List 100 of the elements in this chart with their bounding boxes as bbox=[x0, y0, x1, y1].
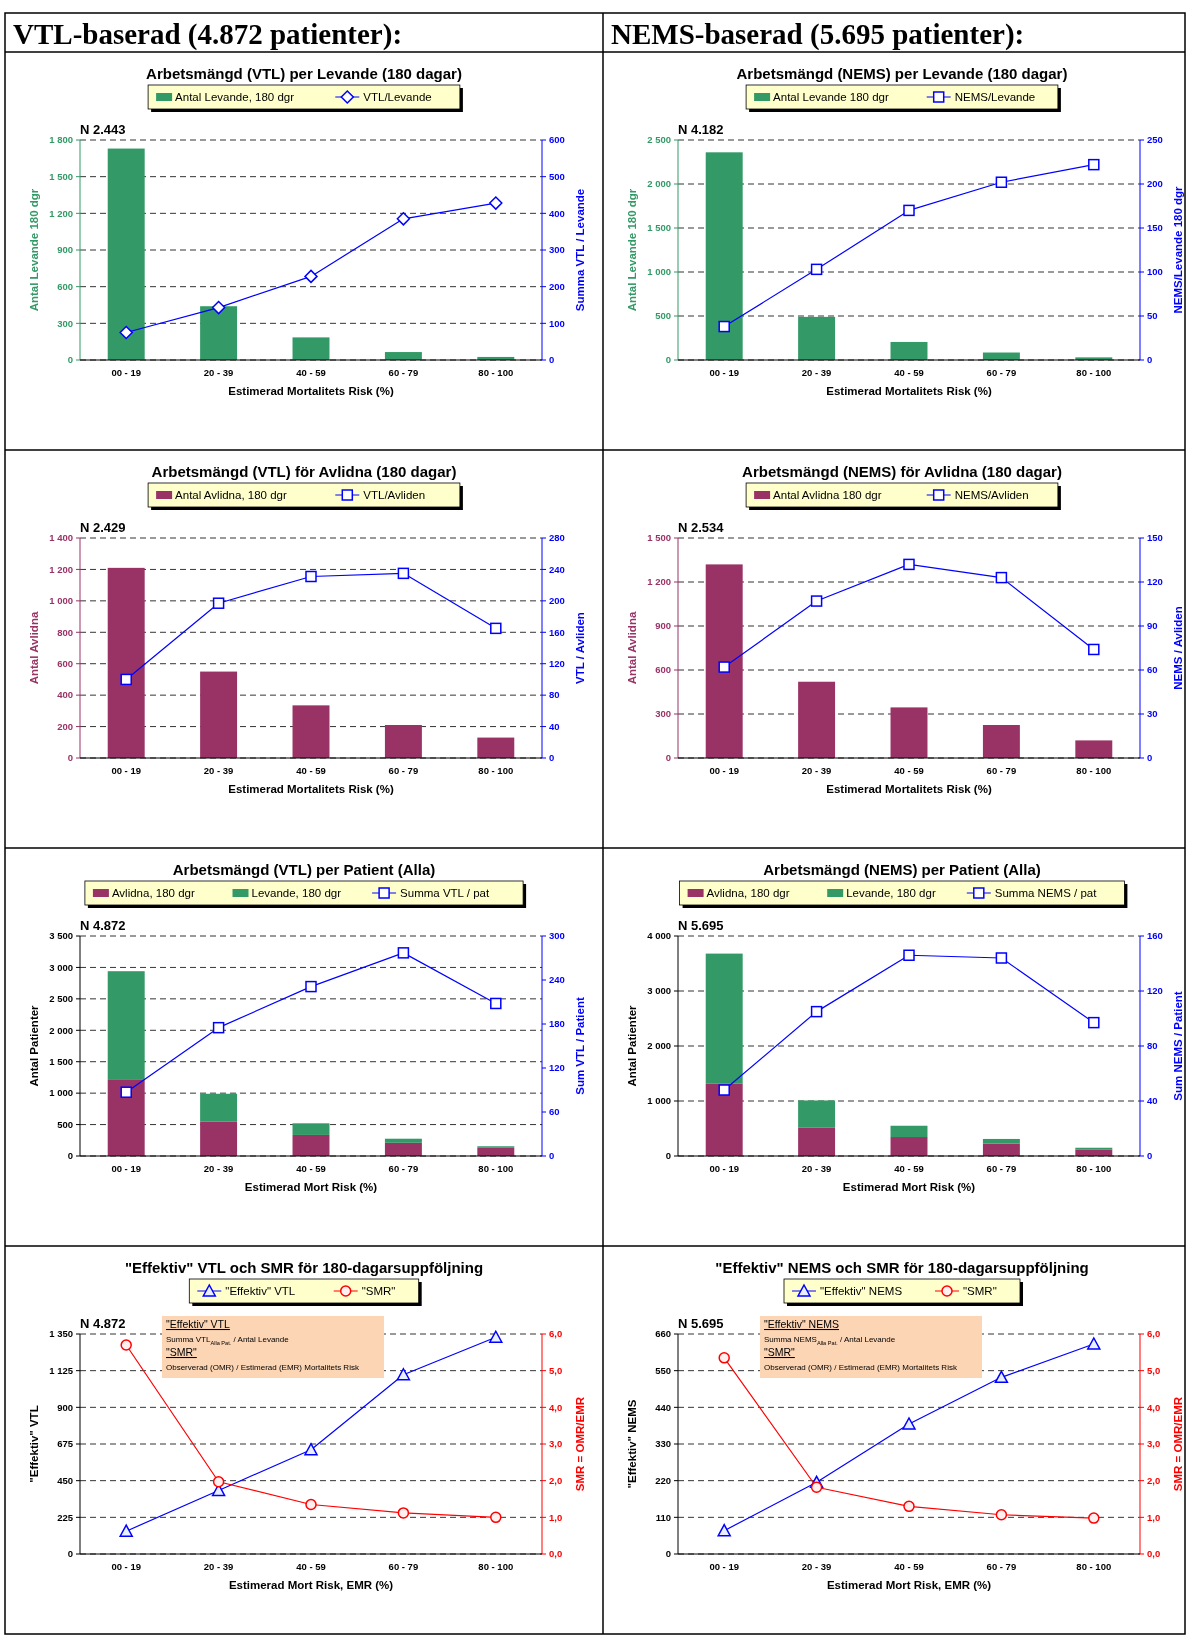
x-tick-label: 60 - 79 bbox=[986, 1163, 1017, 1174]
annotation: Summa NEMS$_{Alla Pat.}$ / Antal Levande bbox=[764, 1335, 896, 1346]
x-tick-label: 40 - 59 bbox=[296, 1561, 326, 1572]
y2-tick-label: 200 bbox=[549, 595, 565, 607]
text: N 5.695 bbox=[678, 918, 724, 933]
y-tick-label: 225 bbox=[57, 1511, 74, 1523]
legend-label: Summa NEMS / pat bbox=[994, 887, 1098, 900]
y-tick-label: 0 bbox=[67, 752, 73, 764]
y-tick-label: 440 bbox=[655, 1401, 671, 1413]
legend-label: Antal Avlidna 180 dgr bbox=[773, 489, 882, 502]
y2-tick-label: 0 bbox=[549, 1150, 555, 1162]
x-tick-label: 20 - 39 bbox=[801, 1163, 832, 1174]
y-tick-label: 220 bbox=[655, 1474, 671, 1486]
x-axis-title: Estimerad Mortalitets Risk (%) bbox=[826, 385, 992, 397]
legend-label: "SMR" bbox=[963, 1285, 997, 1298]
annotation: Summa VTL$_{Alla Pat.}$ / Antal Levande bbox=[166, 1335, 290, 1346]
x-tick-label: 20 - 39 bbox=[801, 765, 832, 776]
y-tick-label: 1 200 bbox=[49, 207, 73, 219]
y-tick-label: 0 bbox=[665, 1150, 671, 1162]
chart-title: Arbetsmängd (NEMS) per Patient (Alla) bbox=[763, 861, 1041, 878]
x-tick-label: 40 - 59 bbox=[894, 367, 924, 378]
x-axis-title: Estimerad Mortalitets Risk (%) bbox=[228, 783, 394, 795]
x-tick-label: 40 - 59 bbox=[296, 367, 326, 378]
y-tick-label: 0 bbox=[67, 1548, 73, 1560]
y2-axis-title: VTL / Avliden bbox=[574, 612, 586, 684]
y-tick-label: 1 125 bbox=[49, 1364, 74, 1376]
y-tick-label: 500 bbox=[655, 310, 671, 322]
y-tick-label: 1 000 bbox=[49, 595, 73, 607]
x-tick-label: 40 - 59 bbox=[296, 1163, 326, 1174]
y-tick-label: 2 500 bbox=[647, 134, 671, 146]
x-tick-label: 20 - 39 bbox=[203, 1163, 234, 1174]
y-tick-label: 1 200 bbox=[647, 576, 671, 588]
legend-label: "SMR" bbox=[361, 1285, 396, 1298]
text: N 4.872 bbox=[80, 918, 126, 933]
y-tick-label: 900 bbox=[57, 244, 73, 256]
y2-tick-label: 60 bbox=[549, 1106, 560, 1118]
text: N 2.534 bbox=[678, 520, 725, 535]
y-tick-label: 4 000 bbox=[647, 930, 671, 942]
y-tick-label: 110 bbox=[655, 1511, 671, 1523]
legend-label: Antal Levande 180 dgr bbox=[773, 91, 889, 104]
legend-label: VTL/Avliden bbox=[363, 489, 426, 502]
x-tick-label: 60 - 79 bbox=[986, 765, 1017, 776]
y2-tick-label: 600 bbox=[549, 134, 565, 146]
y2-axis-title: NEMS / Avliden bbox=[1172, 606, 1184, 690]
chart-title: "Effektiv" NEMS och SMR för 180-dagarsuppföljning bbox=[715, 1259, 1089, 1276]
x-tick-label: 40 - 59 bbox=[894, 1561, 924, 1572]
y-tick-label: 400 bbox=[57, 689, 73, 701]
x-tick-label: 80 - 100 bbox=[1076, 1163, 1112, 1174]
y2-tick-label: 5,0 bbox=[1147, 1364, 1161, 1376]
y2-tick-label: 90 bbox=[1147, 620, 1158, 632]
legend-label: Avlidna, 180 dgr bbox=[111, 887, 195, 900]
y2-tick-label: 6,0 bbox=[1147, 1328, 1161, 1340]
y-axis-title: Antal Levande 180 dgr bbox=[626, 188, 638, 312]
y-tick-label: 3 000 bbox=[49, 961, 73, 973]
x-tick-label: 60 - 79 bbox=[388, 1561, 419, 1572]
y-tick-label: 1 500 bbox=[49, 1056, 73, 1068]
y2-axis-title: Summa VTL / Levande bbox=[574, 188, 586, 312]
text: N 2.429 bbox=[80, 520, 126, 535]
x-tick-label: 80 - 100 bbox=[1076, 367, 1112, 378]
x-tick-label: 20 - 39 bbox=[203, 765, 234, 776]
y2-tick-label: 300 bbox=[549, 244, 565, 256]
x-tick-label: 00 - 19 bbox=[709, 1561, 739, 1572]
y-tick-label: 0 bbox=[67, 354, 73, 366]
x-tick-label: 60 - 79 bbox=[388, 765, 419, 776]
text: N 4.872 bbox=[80, 1316, 126, 1331]
legend-label: Antal Levande, 180 dgr bbox=[175, 91, 295, 104]
text: N 4.182 bbox=[678, 122, 724, 137]
y-tick-label: 1 400 bbox=[49, 532, 73, 544]
x-axis-title: Estimerad Mort Risk, EMR (%) bbox=[228, 1579, 394, 1591]
legend-label: VTL/Levande bbox=[363, 91, 432, 104]
y2-tick-label: 40 bbox=[549, 720, 560, 732]
y-axis-title: Antal Patienter bbox=[28, 1004, 40, 1087]
y2-tick-label: 160 bbox=[1147, 930, 1163, 942]
x-tick-label: 40 - 59 bbox=[296, 765, 326, 776]
y2-tick-label: 120 bbox=[1147, 985, 1163, 997]
y2-tick-label: 100 bbox=[1147, 266, 1163, 278]
y-axis-title: "Effektiv" NEMS bbox=[626, 1399, 638, 1489]
y2-tick-label: 200 bbox=[549, 280, 565, 292]
y-tick-label: 2 000 bbox=[49, 1024, 73, 1036]
legend-label: Summa VTL / pat bbox=[400, 887, 490, 900]
y2-tick-label: 120 bbox=[549, 1062, 565, 1074]
annotation: Observerad (OMR) / Estimerad (EMR) Mortalitets Risk bbox=[764, 1363, 958, 1372]
y2-axis-title: SMR = OMR/EMR bbox=[574, 1396, 586, 1492]
x-tick-label: 20 - 39 bbox=[203, 367, 234, 378]
x-tick-label: 60 - 79 bbox=[388, 367, 419, 378]
chart-title: Arbetsmängd (NEMS) för Avlidna (180 dagar) bbox=[742, 463, 1062, 480]
x-tick-label: 00 - 19 bbox=[709, 765, 739, 776]
legend-label: NEMS/Avliden bbox=[954, 489, 1029, 502]
y-tick-label: 600 bbox=[57, 658, 73, 670]
y2-tick-label: 60 bbox=[1147, 664, 1158, 676]
y2-axis-title: SMR = OMR/EMR bbox=[1172, 1396, 1184, 1492]
y-tick-label: 1 000 bbox=[647, 266, 671, 278]
y2-tick-label: 4,0 bbox=[549, 1401, 563, 1413]
y2-tick-label: 500 bbox=[549, 170, 565, 182]
y-tick-label: 1 350 bbox=[49, 1328, 73, 1340]
y2-tick-label: 120 bbox=[549, 658, 565, 670]
y-axis-title: Antal Avlidna bbox=[28, 611, 40, 685]
y2-tick-label: 0,0 bbox=[549, 1548, 563, 1560]
legend-label: "Effektiv" VTL bbox=[225, 1285, 296, 1298]
y-tick-label: 200 bbox=[57, 720, 73, 732]
